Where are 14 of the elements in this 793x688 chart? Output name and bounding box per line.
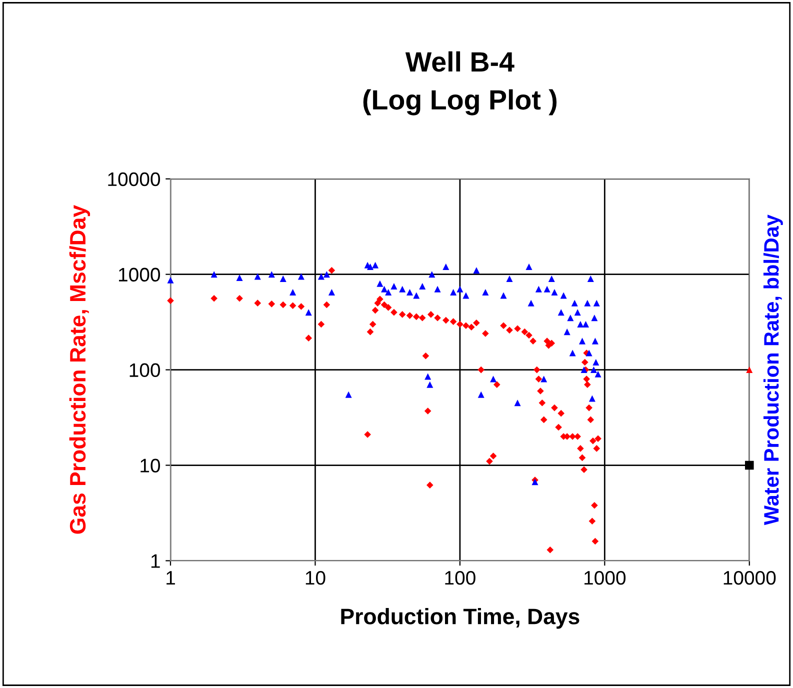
chart-title: Well B-4 (Log Log Plot ) [363, 51, 557, 116]
y-axis-title: Gas Production Rate, Mscf/Day [69, 205, 90, 534]
y-tick-label: 10 [140, 458, 160, 472]
x-tick-label: 1000 [584, 570, 626, 585]
y-tick-label: 1000 [119, 268, 160, 282]
x-tick-label: 10 [306, 570, 326, 585]
x-tick-label: 1 [166, 571, 175, 585]
x-tick-label: 10000 [724, 570, 776, 585]
x-tick-label: 100 [445, 570, 476, 585]
y2-axis-title: Water Production Rate, bbl/Day [763, 214, 783, 526]
y-tick-label: 100 [130, 363, 160, 378]
y-tick-label: 1 [151, 554, 160, 568]
y-tick-label: 10000 [108, 172, 160, 186]
x-axis-title: Production Time, Days [341, 608, 580, 629]
